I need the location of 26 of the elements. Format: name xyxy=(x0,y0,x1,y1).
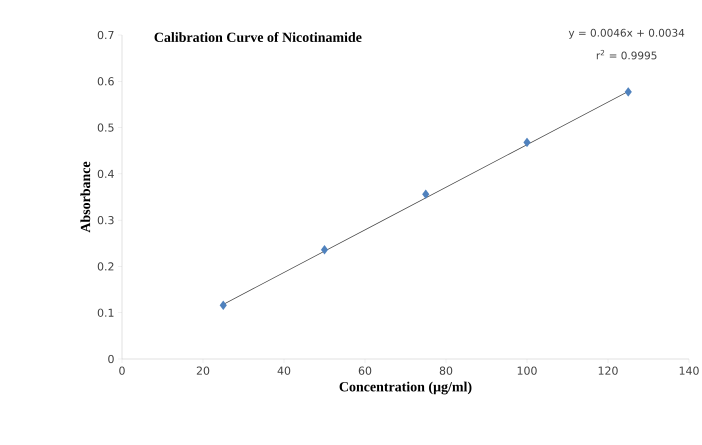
y-axis-title: Absorbance xyxy=(80,162,90,233)
x-tick-label: 140 xyxy=(680,366,699,375)
y-tick-label: 0.2 xyxy=(98,262,114,271)
point xyxy=(220,300,227,310)
annotation: r$^{2}$ = 0.9995 xyxy=(596,50,656,60)
y-tick-label: 0 xyxy=(108,354,114,364)
point xyxy=(624,87,632,97)
x-axis-title: Concentration (µg/ml) xyxy=(340,382,472,394)
y-tick-label: 0.7 xyxy=(98,30,114,40)
x-tick-label: 20 xyxy=(196,366,210,375)
point xyxy=(523,138,531,148)
x-tick-label: 0 xyxy=(119,366,125,375)
y-tick-label: 0.1 xyxy=(98,308,114,317)
y-tick-label: 0.5 xyxy=(98,123,114,132)
annotation: y = 0.0046x + 0.0034 xyxy=(568,28,684,39)
x-tick-label: 80 xyxy=(440,366,452,375)
x-tick-label: 40 xyxy=(278,366,290,375)
y-tick-label: 0.3 xyxy=(98,216,114,224)
x-tick-label: 60 xyxy=(358,366,372,375)
y-tick-label: 0.4 xyxy=(98,170,114,178)
point xyxy=(320,245,328,254)
point xyxy=(422,190,430,199)
y-tick-label: 0.6 xyxy=(98,77,114,86)
x-tick-label: 120 xyxy=(598,366,618,375)
chart-title: Calibration Curve of Nicotinamide xyxy=(154,32,362,42)
x-tick-label: 100 xyxy=(518,366,537,375)
